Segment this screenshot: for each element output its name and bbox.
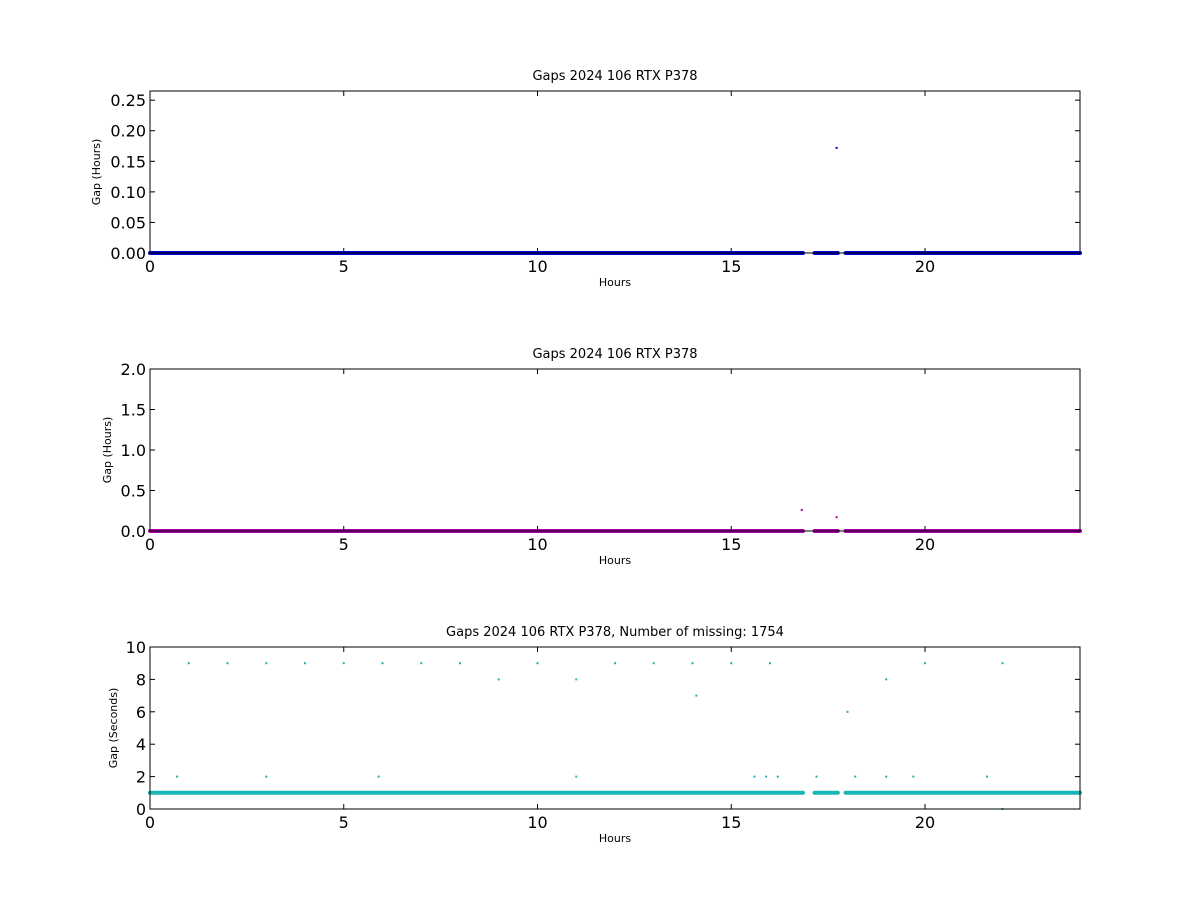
data-point [265,775,268,778]
x-axis-label: Hours [599,554,631,567]
y-tick-label: 10 [126,638,146,657]
x-tick-label: 15 [721,257,741,276]
y-tick-label: 0.05 [110,213,146,232]
data-point [176,775,179,778]
plot-frame [149,368,1081,532]
data-point [536,662,539,665]
x-tick-label: 20 [915,257,935,276]
y-tick-label: 0.5 [121,482,146,501]
data-point [342,662,345,665]
data-point [846,710,849,713]
y-tick-label: 0.10 [110,183,146,202]
y-tick-label: 0.25 [110,91,146,110]
x-tick-label: 0 [145,257,155,276]
data-point [854,775,857,778]
data-point [187,662,190,665]
data-point [265,662,268,665]
data-point [800,508,803,511]
y-axis-label: Gap (Hours) [101,417,114,484]
data-point [885,775,888,778]
x-axis-label: Hours [599,276,631,289]
data-point [986,775,988,778]
y-tick-label: 0.0 [121,522,146,541]
middle-panel: Gaps 2024 106 RTX P378 Hours Gap (Hours)… [101,347,1082,567]
chart-title: Gaps 2024 106 RTX P378 [532,347,697,362]
data-point [912,775,915,778]
y-tick-label: 0.15 [110,152,146,171]
x-tick-label: 5 [339,813,349,832]
y-tick-label: 2.0 [121,360,146,379]
y-tick-label: 0.20 [110,122,146,141]
bottom-panel: Gaps 2024 106 RTX P378, Number of missin… [107,625,1082,845]
data-point [304,662,306,665]
y-axis-label: Gap (Hours) [90,139,103,206]
x-tick-label: 10 [527,813,547,832]
x-tick-label: 10 [527,535,547,554]
y-axis-label: Gap (Seconds) [107,688,120,769]
data-point [691,662,694,665]
data-point [815,775,818,778]
data-point [835,516,838,519]
plot-frame [149,646,1081,810]
plot-frame [149,90,1081,254]
x-tick-label: 20 [915,813,935,832]
data-point [381,662,384,665]
x-tick-label: 10 [527,257,547,276]
top-panel: Gaps 2024 106 RTX P378 Hours Gap (Hours)… [90,69,1082,289]
x-tick-label: 15 [721,535,741,554]
data-point [730,662,733,665]
data-point [377,775,380,778]
data-point [695,694,698,697]
data-point [652,662,655,665]
x-tick-label: 20 [915,535,935,554]
data-point [835,146,838,149]
data-point [575,775,578,778]
data-point [885,678,888,681]
y-tick-label: 4 [136,735,146,754]
data-point [497,678,500,681]
data-point [420,662,423,665]
x-tick-label: 5 [339,535,349,554]
chart-title: Gaps 2024 106 RTX P378 [532,69,697,84]
y-tick-label: 2 [136,768,146,787]
data-point [226,662,229,665]
x-axis-label: Hours [599,832,631,845]
x-tick-label: 15 [721,813,741,832]
data-point [765,775,768,778]
data-point [769,662,771,665]
y-tick-label: 1.0 [121,441,146,460]
data-point [924,662,926,665]
y-tick-label: 8 [136,670,146,689]
y-tick-label: 0.00 [110,244,146,263]
y-tick-label: 6 [136,703,146,722]
y-tick-label: 0 [136,800,146,819]
data-point [753,775,756,778]
y-tick-label: 1.5 [121,401,146,420]
data-point [575,678,578,681]
x-tick-label: 0 [145,813,155,832]
data-point [776,775,779,778]
data-point [459,662,461,665]
data-point [614,662,616,665]
x-tick-label: 0 [145,535,155,554]
data-point [1001,662,1004,665]
x-tick-label: 5 [339,257,349,276]
chart-title: Gaps 2024 106 RTX P378, Number of missin… [446,625,784,640]
